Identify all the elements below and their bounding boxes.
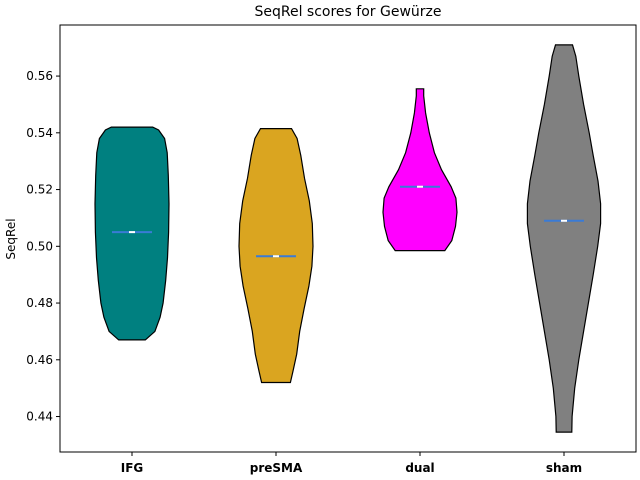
plot-frame (59, 24, 637, 453)
y-axis-label: SeqRel (4, 218, 18, 259)
x-tick-label-dual: dual (405, 461, 434, 475)
violin-sham (526, 44, 602, 433)
violin-IFG (94, 126, 170, 341)
y-tick-label: 0.50 (26, 239, 53, 253)
chart-title: SeqRel scores for Gewürze (254, 4, 441, 20)
y-tick-label: 0.56 (26, 69, 53, 83)
y-axis: 0.44 0.46 0.48 0.50 0.52 0.54 0.56 (26, 69, 60, 424)
x-tick-label-IFG: IFG (121, 461, 144, 475)
x-tick-label-sham: sham (546, 461, 582, 475)
y-tick-label: 0.52 (26, 183, 53, 197)
x-tick-label-preSMA: preSMA (250, 461, 303, 475)
y-tick-label: 0.48 (26, 296, 53, 310)
y-tick-label: 0.54 (26, 126, 53, 140)
violins-group (94, 44, 602, 433)
violin-dual (382, 88, 458, 252)
y-tick-label: 0.46 (26, 353, 53, 367)
x-axis: IFG preSMA dual sham (121, 452, 582, 475)
y-tick-label: 0.44 (26, 410, 53, 424)
